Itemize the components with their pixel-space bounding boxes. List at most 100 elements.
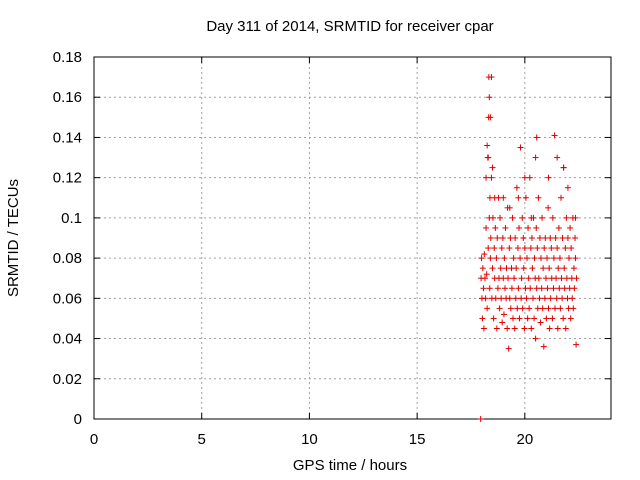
data-point	[530, 295, 537, 302]
data-point	[538, 285, 545, 292]
x-tick-label: 20	[516, 431, 533, 448]
data-point	[482, 295, 489, 302]
data-point	[493, 255, 500, 262]
data-point	[490, 315, 497, 322]
data-point	[517, 255, 524, 262]
data-point	[481, 251, 488, 258]
data-point	[558, 275, 565, 282]
data-point	[570, 265, 577, 272]
data-point	[493, 325, 500, 332]
data-point	[559, 295, 566, 302]
data-point	[506, 295, 513, 302]
data-point	[520, 235, 527, 241]
data-point	[543, 315, 550, 322]
data-point	[483, 271, 490, 278]
data-point	[551, 132, 558, 139]
data-point	[549, 315, 556, 322]
data-point	[486, 285, 493, 292]
data-point	[484, 142, 491, 149]
plot-frame	[93, 56, 612, 420]
data-point	[483, 224, 490, 231]
data-point	[499, 319, 506, 326]
data-point	[522, 194, 529, 201]
data-point	[502, 224, 509, 231]
data-point	[549, 214, 556, 221]
data-point	[559, 235, 566, 241]
data-point	[545, 204, 552, 211]
data-point	[500, 194, 507, 201]
data-point	[491, 194, 498, 201]
data-point	[509, 214, 516, 221]
data-point	[489, 164, 496, 171]
data-point	[554, 325, 561, 332]
data-point	[525, 275, 532, 282]
data-point	[486, 94, 493, 101]
data-point	[513, 265, 520, 272]
data-point	[550, 255, 557, 262]
data-point	[481, 275, 488, 282]
data-point	[550, 285, 557, 292]
data-point	[561, 265, 568, 272]
data-point	[508, 285, 515, 292]
x-tick-label: 0	[90, 431, 98, 448]
data-point	[518, 295, 525, 302]
data-point	[539, 214, 546, 221]
x-tick-label: 10	[301, 431, 318, 448]
data-point	[497, 214, 504, 221]
data-point	[487, 235, 494, 241]
data-point	[528, 235, 535, 241]
data-point	[567, 315, 574, 322]
data-point	[516, 315, 523, 322]
chart-title: Day 311 of 2014, SRMTID for receiver cpa…	[206, 18, 493, 35]
data-points	[477, 74, 580, 422]
data-point	[485, 154, 492, 161]
data-point	[488, 174, 495, 181]
data-point	[497, 265, 504, 272]
data-point	[544, 255, 551, 262]
data-point	[560, 315, 567, 322]
data-point	[492, 295, 499, 302]
y-tick-label: 0.02	[53, 371, 82, 388]
data-point	[501, 255, 508, 262]
data-point	[547, 295, 554, 302]
data-point	[519, 214, 526, 221]
data-point	[514, 305, 521, 312]
data-point	[494, 285, 501, 292]
data-point	[537, 319, 544, 326]
data-point	[563, 214, 570, 221]
data-point	[509, 315, 516, 322]
data-point	[479, 315, 486, 322]
data-point	[505, 345, 512, 352]
data-point	[562, 245, 569, 252]
data-point	[487, 114, 494, 121]
data-point	[567, 224, 574, 231]
data-point	[504, 325, 511, 332]
data-point	[546, 265, 553, 272]
data-point	[548, 245, 555, 252]
data-point	[489, 265, 496, 272]
data-point	[510, 255, 517, 262]
x-tick-label: 15	[409, 431, 426, 448]
data-point	[515, 194, 522, 201]
data-point	[506, 245, 513, 252]
y-tick-label: 0.18	[53, 49, 82, 66]
x-axis-label: GPS time / hours	[293, 457, 407, 474]
data-point	[554, 245, 561, 252]
data-point	[521, 245, 528, 252]
data-point	[536, 235, 543, 241]
data-point	[528, 325, 535, 332]
data-point	[498, 245, 505, 252]
data-point	[521, 174, 528, 181]
data-point	[564, 235, 571, 241]
data-point	[553, 275, 560, 282]
data-point	[524, 315, 531, 322]
data-point	[560, 164, 567, 171]
data-point	[484, 305, 491, 312]
data-point	[511, 325, 518, 332]
data-point	[531, 255, 538, 262]
data-point	[540, 265, 547, 272]
data-point	[492, 224, 499, 231]
data-point	[527, 245, 534, 252]
data-point	[502, 285, 509, 292]
data-point	[478, 255, 485, 262]
